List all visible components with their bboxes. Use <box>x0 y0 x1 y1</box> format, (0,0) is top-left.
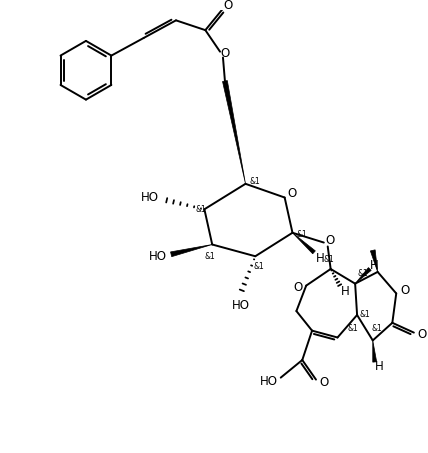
Text: HO: HO <box>232 299 250 312</box>
Text: &1: &1 <box>297 230 308 239</box>
Text: H: H <box>315 252 324 265</box>
Text: HO: HO <box>140 191 159 204</box>
Polygon shape <box>170 245 212 257</box>
Text: H: H <box>375 360 384 373</box>
Text: O: O <box>401 284 410 297</box>
Text: O: O <box>325 234 334 247</box>
Polygon shape <box>292 233 315 254</box>
Text: O: O <box>220 47 229 60</box>
Polygon shape <box>355 268 371 284</box>
Text: HO: HO <box>149 250 166 263</box>
Text: &1: &1 <box>195 205 206 214</box>
Text: O: O <box>223 0 232 12</box>
Text: O: O <box>319 376 328 389</box>
Polygon shape <box>223 81 246 184</box>
Text: &1: &1 <box>360 310 370 319</box>
Polygon shape <box>370 250 377 272</box>
Text: O: O <box>417 328 426 341</box>
Polygon shape <box>373 341 377 362</box>
Text: HO: HO <box>260 375 278 388</box>
Text: &1: &1 <box>372 324 382 333</box>
Text: &1: &1 <box>254 261 265 270</box>
Text: &1: &1 <box>357 270 369 279</box>
Text: &1: &1 <box>250 178 261 186</box>
Text: O: O <box>294 281 303 294</box>
Text: H: H <box>370 259 379 271</box>
Text: &1: &1 <box>348 324 359 333</box>
Text: &1: &1 <box>205 252 216 261</box>
Text: H: H <box>341 285 350 298</box>
Text: &1: &1 <box>323 255 334 264</box>
Text: O: O <box>288 187 297 200</box>
